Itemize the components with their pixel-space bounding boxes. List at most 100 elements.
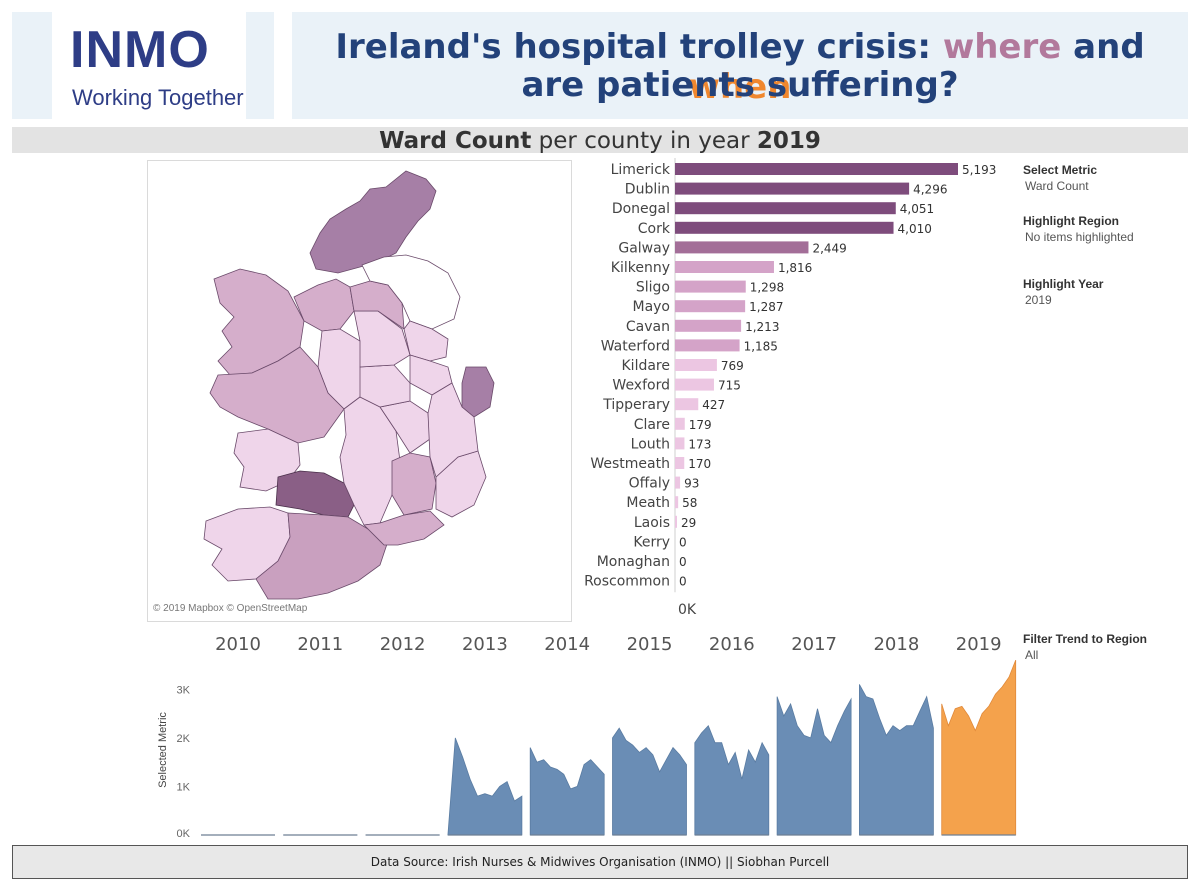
- select-metric-value[interactable]: Ward Count: [1025, 179, 1089, 193]
- subtitle-band: [12, 127, 1188, 153]
- page-title-line2: are patients suffering?: [521, 65, 959, 105]
- county-dublin[interactable]: [461, 366, 495, 418]
- bar-category-label: Offaly: [629, 476, 670, 492]
- bar-limerick[interactable]: [675, 163, 958, 175]
- county-donegal[interactable]: [309, 170, 437, 274]
- bar-value-label: 4,051: [900, 202, 934, 216]
- trend-area-chart[interactable]: Selected Metric 0K 1K 2K 3K 2010 2011 2012 2013 2…: [150, 630, 1020, 840]
- bar-value-label: 0: [679, 555, 687, 569]
- bar-axis-tick: 0K: [678, 602, 697, 618]
- filter-trend-value[interactable]: All: [1025, 648, 1039, 662]
- bar-mayo[interactable]: [675, 300, 746, 313]
- bar-cork[interactable]: [675, 221, 894, 234]
- data-source-footer: Data Source: Irish Nurses & Midwives Org…: [370, 855, 830, 869]
- year-header-2014[interactable]: 2014: [544, 634, 590, 655]
- bar-category-label: Dublin: [625, 182, 670, 198]
- highlight-region-label: Highlight Region: [1023, 214, 1119, 228]
- bar-value-label: 769: [721, 359, 744, 373]
- bar-value-label: 170: [688, 457, 711, 471]
- year-header-2015[interactable]: 2015: [627, 634, 673, 655]
- bar-category-label: Cavan: [626, 319, 670, 335]
- area-series-2013[interactable]: [447, 737, 523, 836]
- bar-value-label: 29: [681, 516, 696, 530]
- highlight-year-label: Highlight Year: [1023, 277, 1104, 291]
- bar-category-label: Monaghan: [597, 554, 670, 570]
- bar-westmeath[interactable]: [675, 457, 685, 469]
- bar-tipperary[interactable]: [675, 398, 699, 411]
- logo-background: [52, 12, 246, 119]
- bar-value-label: 173: [688, 437, 711, 451]
- highlight-region-value[interactable]: No items highlighted: [1025, 230, 1134, 244]
- year-header-2010[interactable]: 2010: [215, 634, 261, 655]
- bar-category-label: Westmeath: [590, 456, 670, 472]
- county-galway[interactable]: [209, 346, 345, 444]
- logo-tagline: Working Together: [72, 85, 244, 110]
- bar-category-label: Tipperary: [602, 397, 670, 413]
- county-bar-chart[interactable]: Limerick 5,193 Dublin 4,296 Donegal 4,051 Cork…: [578, 158, 1018, 620]
- year-header-2016[interactable]: 2016: [709, 634, 755, 655]
- bar-value-label: 1,298: [750, 281, 784, 295]
- title-where: where: [942, 27, 1062, 67]
- y-axis-label: Selected Metric: [157, 712, 169, 788]
- bar-value-label: 2,449: [812, 241, 846, 255]
- county-limerick[interactable]: [275, 470, 355, 518]
- bar-category-label: Laois: [634, 515, 670, 531]
- bar-wexford[interactable]: [675, 378, 714, 391]
- year-header-2012[interactable]: 2012: [380, 634, 426, 655]
- bar-value-label: 5,193: [962, 163, 996, 177]
- highlight-year-value[interactable]: 2019: [1025, 293, 1052, 307]
- bar-waterford[interactable]: [675, 339, 740, 352]
- year-header-2018[interactable]: 2018: [873, 634, 919, 655]
- year-header-2011[interactable]: 2011: [297, 634, 343, 655]
- bar-value-label: 58: [682, 496, 697, 510]
- bar-donegal[interactable]: [675, 202, 896, 215]
- bar-offaly[interactable]: [675, 476, 681, 489]
- county-cork[interactable]: [255, 512, 389, 600]
- bar-kilkenny[interactable]: [675, 261, 774, 273]
- subtitle-middle: per county in year: [531, 128, 757, 154]
- subtitle-metric: Ward Count: [379, 128, 532, 154]
- bar-category-label: Kilkenny: [611, 260, 670, 276]
- bar-category-label: Donegal: [612, 201, 670, 217]
- bar-louth[interactable]: [675, 437, 685, 450]
- bar-category-label: Mayo: [632, 299, 670, 315]
- bar-category-label: Wexford: [612, 378, 670, 394]
- title-when: when: [688, 67, 792, 107]
- bar-meath[interactable]: [675, 496, 679, 509]
- county-kildare[interactable]: [427, 382, 479, 478]
- bar-laois[interactable]: [675, 515, 677, 528]
- county-louth[interactable]: [403, 320, 449, 362]
- bar-category-label: Cork: [638, 221, 671, 237]
- bar-kildare[interactable]: [675, 359, 717, 371]
- area-series-2015[interactable]: [612, 727, 687, 836]
- bar-category-label: Meath: [626, 495, 670, 511]
- bar-sligo[interactable]: [675, 280, 746, 293]
- area-series-2016[interactable]: [694, 724, 770, 836]
- bar-category-label: Roscommon: [584, 574, 670, 590]
- y-tick-label: 0K: [177, 828, 191, 840]
- bar-cavan[interactable]: [675, 319, 742, 332]
- area-series-2019[interactable]: [941, 659, 1017, 836]
- year-header-2017[interactable]: 2017: [791, 634, 837, 655]
- county-waterford[interactable]: [363, 510, 445, 546]
- bar-category-label: Kerry: [633, 534, 670, 550]
- year-header-2013[interactable]: 2013: [462, 634, 508, 655]
- area-series-2018[interactable]: [859, 684, 934, 836]
- county-offaly[interactable]: [359, 364, 411, 408]
- y-tick-label: 1K: [177, 781, 191, 793]
- select-metric-label: Select Metric: [1023, 163, 1098, 177]
- bar-dublin[interactable]: [675, 182, 910, 195]
- county-kilkenny[interactable]: [391, 452, 437, 516]
- area-series-2014[interactable]: [529, 747, 605, 836]
- ireland-map[interactable]: [147, 160, 572, 622]
- bar-category-label: Waterford: [601, 338, 670, 354]
- title-panel: [292, 12, 1188, 119]
- area-series-2017[interactable]: [776, 696, 852, 836]
- chart-subtitle: Ward Count per county in year 2019: [12, 127, 1188, 155]
- year-header-2019[interactable]: 2019: [956, 634, 1002, 655]
- bar-galway[interactable]: [675, 241, 809, 254]
- bar-category-label: Galway: [618, 240, 670, 256]
- bar-value-label: 4,010: [898, 222, 932, 236]
- bar-value-label: 427: [702, 398, 725, 412]
- bar-clare[interactable]: [675, 417, 685, 430]
